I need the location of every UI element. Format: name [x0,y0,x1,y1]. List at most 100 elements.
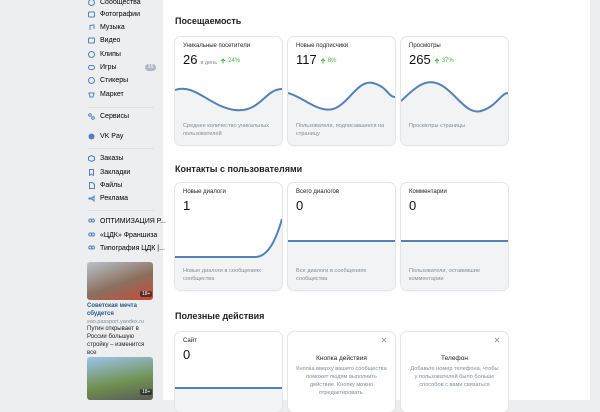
card-value-row: 0 [409,198,416,213]
menu-label: Сообщества [100,0,141,6]
menu-label: Стикеры [100,76,129,84]
card-change: 24% [220,58,240,64]
menu-icon [88,64,95,70]
menu-label: Музыка [100,23,125,31]
menu-item[interactable]: Типография ЦДК |... [88,244,165,253]
menu-item[interactable]: Музыка [88,23,125,32]
card-note: Просмотры страницы [409,123,466,129]
menu-item[interactable]: Реклама [88,194,128,203]
menu-label: Сервисы [100,112,130,120]
sparkline [175,387,282,412]
menu-label: Заказы [100,154,124,162]
menu-badge: 26 [145,63,156,71]
stat-card: Новые подписчики 117 8% Пользователи, подпи… [288,37,395,145]
card-value: 1 [183,198,191,213]
menu-item[interactable]: Клипы [88,50,121,59]
card-change: 37% [434,58,454,64]
menu-label: Файлы [100,181,123,189]
menu-item[interactable]: VK Pay [88,132,123,141]
menu-item[interactable]: «ЦДК» Франшиза [88,231,157,240]
menu-item[interactable]: ОПТИМИЗАЦИЯ Р... [88,217,166,226]
sparkline [288,240,395,290]
section-title: Посещаемость [175,16,242,26]
sparkline [288,81,395,145]
arrow-up-icon [220,58,226,64]
card-value-row: 117 8% [296,52,336,67]
card-note: Все диалоги в сообщениях сообщества [296,268,367,282]
card-label: Новые диалоги [183,189,226,195]
arrow-up-icon [434,58,440,64]
stat-card: Новые диалоги 1 Новые диалоги в сообщениях… [175,183,282,290]
menu-label: Фотографии [100,10,141,18]
separator [88,148,154,149]
menu-item[interactable]: Маркет [88,90,124,99]
menu-icon [88,112,95,120]
menu-icon [88,194,95,202]
stat-card: Сайт 0 [175,332,282,412]
card-title: Кнопка действия [316,355,367,362]
menu-item[interactable]: Закладки [88,168,130,177]
card-label: Сайт [183,338,197,344]
menu-icon [88,154,95,162]
section-title: Контакты с пользователями [175,164,303,174]
menu-icon [88,133,95,139]
sparkline [175,218,282,290]
menu-icon [88,218,95,222]
card-label: Уникальные посетители [183,43,251,49]
page: {"sidebar":{"menu":[ {"label":"Сообществ… [87,0,590,412]
card-value: 117 [296,52,317,67]
menu-item[interactable]: Фотографии [88,10,140,19]
menu-item[interactable]: Видео [88,36,120,45]
stat-card: Уникальные посетители 26 в день 24% Среднее … [175,37,282,145]
card-value-row: 26 в день 24% [183,52,240,67]
stat-card: Телефон Добавьте номер телефона, чтобы у … [401,332,508,412]
menu-item[interactable]: Игры [88,63,117,72]
separator [88,107,154,108]
change-value: 8% [327,58,337,64]
sparkline [401,81,508,145]
close-icon [381,337,387,343]
menu-label: Клипы [100,50,121,58]
card-value-row: 0 [183,347,190,362]
stat-card: Просмотры 265 37% Просмотры страницы [401,37,508,145]
card-value: 26 [183,52,198,67]
section-title: Полезные действия [175,311,265,321]
menu-icon [88,50,95,58]
menu-item[interactable]: Сообщества [88,0,141,7]
card-text: Добавьте номер телефона, чтобы у пользов… [410,366,499,388]
card-note: Пользователи, оставившие комментарии [409,268,480,282]
menu-icon [88,11,95,17]
menu-icon [88,0,95,6]
menu-item[interactable]: Заказы [88,154,123,163]
menu-icon [89,181,95,189]
card-note: Новые диалоги в сообщениях сообщества [183,268,261,282]
menu-item[interactable]: Сервисы [88,112,129,121]
menu-item[interactable]: Файлы [88,181,122,190]
screen: (() => { const data = JSON.parse(documen… [87,0,590,412]
menu-label: Реклама [100,194,129,202]
card-value: 0 [409,198,417,213]
card-value: 0 [183,347,191,362]
stat-card: Комментарии 0 Пользователи, оставившие ком… [401,183,508,290]
menu-label: Типография ЦДК |... [100,244,165,252]
change-value: 24% [228,58,241,64]
sparkline [401,240,508,290]
card-note: Пользователи, подписавшиеся на страницу [296,123,385,137]
card-value: 0 [296,198,304,213]
menu-label: Видео [100,36,121,44]
menu-item[interactable]: Стикеры [88,76,128,85]
sparkline [175,87,282,145]
card-label: Комментарии [409,189,447,195]
menu-label: «ЦДК» Франшиза [100,231,158,239]
ad-age-badge: 18+ [140,291,153,297]
ad-source: sao.passport.yandex.ru [87,319,145,325]
card-change: 8% [320,58,337,64]
menu-icon [88,232,95,236]
card-value-row: 265 37% [409,52,454,67]
menu-icon [88,92,95,97]
ad-title[interactable]: Советская мечта сбудется [87,303,137,317]
menu-label: Маркет [100,90,124,98]
stat-card: Всего диалогов 0 Все диалоги в сообщениях … [288,183,395,290]
close-icon [494,337,500,343]
card-label: Новые подписчики [296,43,349,49]
